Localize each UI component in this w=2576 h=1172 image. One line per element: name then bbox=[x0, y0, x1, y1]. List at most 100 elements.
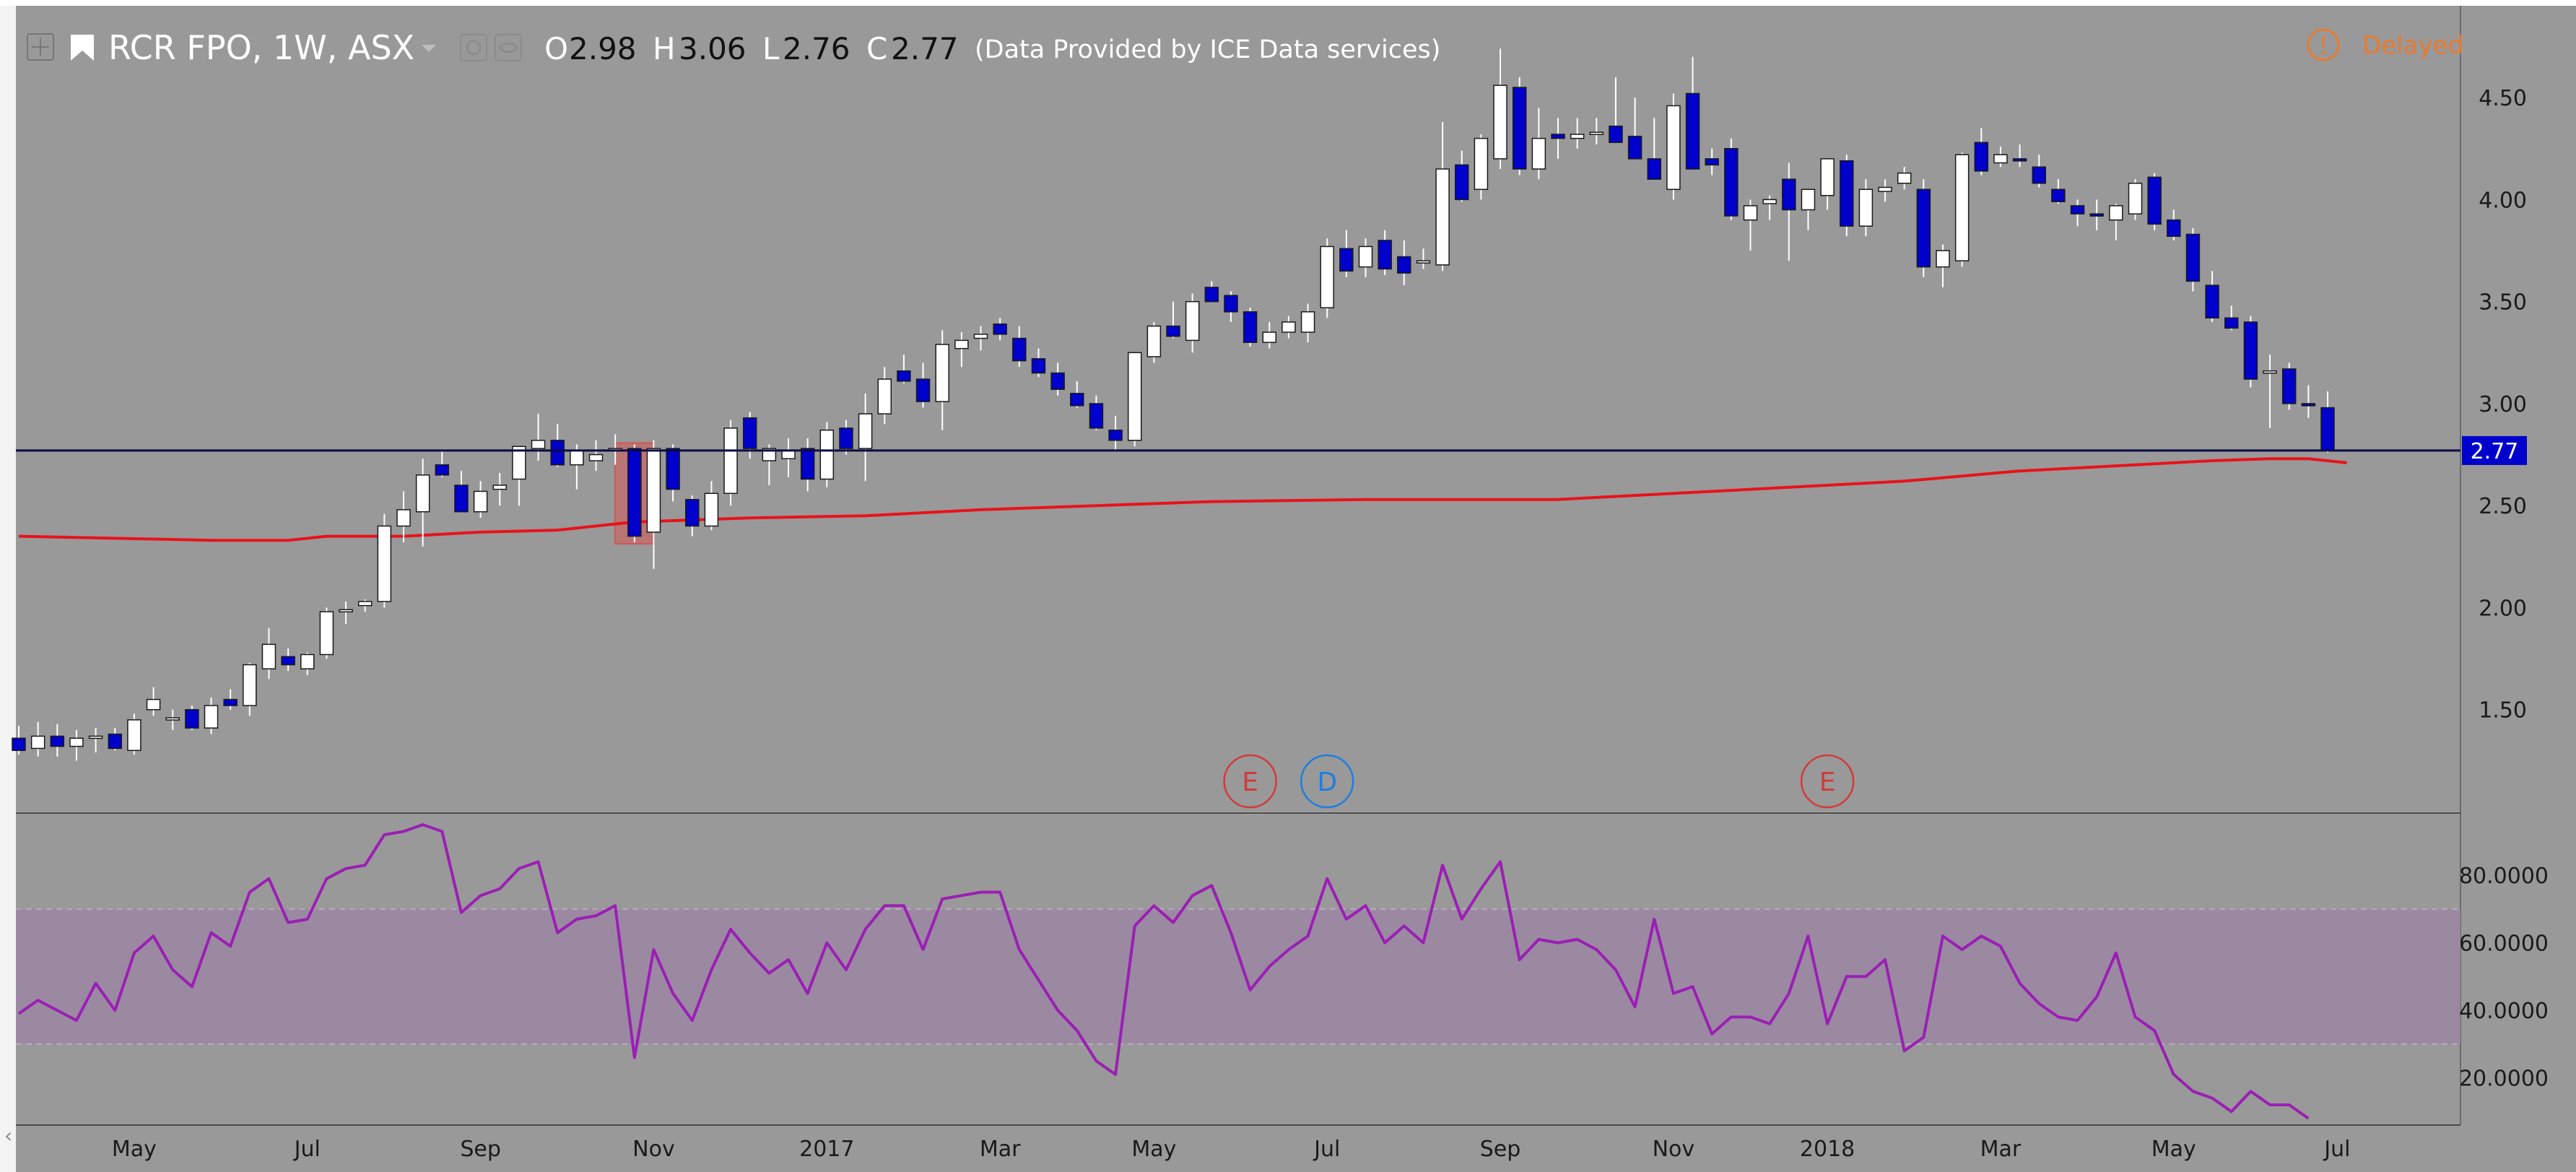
symbol-title[interactable]: RCR FPO, 1W, ASX bbox=[108, 28, 414, 67]
candle-body-down bbox=[1224, 295, 1238, 313]
candle-body-up bbox=[723, 427, 738, 495]
plus-icon[interactable] bbox=[27, 33, 54, 61]
candle-body-up bbox=[877, 378, 892, 414]
candle-body-up bbox=[2109, 205, 2123, 221]
candle-body-down bbox=[2147, 176, 2162, 225]
price-tick-label: 2.00 bbox=[2479, 596, 2527, 621]
warning-icon[interactable] bbox=[2307, 28, 2340, 61]
candle-body-up bbox=[319, 611, 334, 656]
candle-body-up bbox=[973, 334, 988, 339]
candle-body-down bbox=[435, 464, 450, 476]
price-pane-background[interactable] bbox=[16, 6, 2576, 812]
candle bbox=[1146, 321, 1162, 363]
time-axis-labels: May Jul Sep Nov 2017 Mar May Jul Sep Nov 2018 Mar Ma… bbox=[112, 1137, 2351, 1162]
eye-icon[interactable] bbox=[495, 34, 522, 61]
candle bbox=[1609, 77, 1623, 144]
candle-body-down bbox=[1724, 148, 1739, 217]
candle-body-down bbox=[2320, 407, 2335, 451]
candle-body-down bbox=[627, 448, 642, 537]
event-marker-label: E bbox=[1242, 768, 1258, 797]
candle-body-up bbox=[1493, 84, 1507, 160]
dropdown-caret-icon[interactable] bbox=[422, 45, 436, 52]
candle-body-up bbox=[2263, 370, 2277, 374]
candle-body-down bbox=[1455, 164, 1469, 201]
low-label: L bbox=[762, 31, 780, 66]
candle-body-down bbox=[897, 370, 911, 382]
candle-body-up bbox=[2128, 183, 2143, 214]
candle-body-down bbox=[1050, 372, 1065, 390]
candle-body-up bbox=[570, 450, 584, 466]
candle bbox=[877, 367, 892, 425]
dividend-marker[interactable]: D bbox=[1300, 754, 1354, 809]
candle bbox=[1570, 118, 1585, 149]
candle bbox=[1647, 118, 1661, 180]
candle bbox=[2128, 179, 2143, 220]
candle bbox=[1974, 128, 1989, 175]
candle bbox=[1282, 316, 1296, 339]
candle-body-down bbox=[2167, 219, 2181, 238]
candle bbox=[1493, 48, 1507, 170]
last-price-tag bbox=[2462, 435, 2527, 465]
candle bbox=[666, 444, 680, 502]
candle-body-up bbox=[1185, 300, 1200, 342]
candle-body-down bbox=[1551, 134, 1565, 139]
candle-body-up bbox=[1858, 188, 1874, 227]
candle bbox=[1666, 93, 1681, 200]
candle bbox=[377, 513, 392, 608]
scroll-left-icon[interactable]: ‹ bbox=[4, 1124, 12, 1147]
candle bbox=[1858, 179, 1874, 237]
candle bbox=[1050, 363, 1065, 396]
candle-body-up bbox=[954, 339, 969, 350]
candle-body-down bbox=[800, 448, 815, 480]
earnings-marker[interactable]: E bbox=[1800, 754, 1855, 809]
candle-body-up bbox=[204, 705, 219, 729]
candle-body-down bbox=[1378, 240, 1392, 270]
candle-body-up bbox=[1358, 246, 1373, 268]
time-tick-label: Nov bbox=[632, 1137, 675, 1162]
candle bbox=[1089, 395, 1104, 430]
event-marker-label: D bbox=[1317, 768, 1337, 797]
delayed-label[interactable]: Delayed bbox=[2362, 31, 2463, 60]
candle bbox=[1416, 248, 1431, 269]
flag-icon[interactable] bbox=[71, 35, 94, 61]
candle bbox=[2301, 385, 2316, 418]
earnings-marker[interactable]: E bbox=[1223, 754, 1277, 809]
candle-body-up bbox=[357, 601, 373, 607]
event-marker-label: E bbox=[1819, 768, 1836, 797]
candle-body-down bbox=[2089, 213, 2104, 217]
candle bbox=[646, 440, 661, 569]
candle bbox=[1320, 238, 1334, 318]
candle-body-up bbox=[1936, 250, 1950, 268]
candle-body-down bbox=[2051, 188, 2066, 202]
candle bbox=[1782, 162, 1796, 261]
candle bbox=[1743, 199, 1758, 251]
low-value: 2.76 bbox=[783, 31, 850, 66]
candle bbox=[2032, 155, 2046, 188]
candle bbox=[627, 444, 642, 543]
high-label: H bbox=[653, 31, 676, 66]
candle-body-down bbox=[1627, 136, 1642, 160]
candle-body-up bbox=[1878, 186, 1892, 192]
candle-body-down bbox=[2032, 166, 2046, 184]
left-edge bbox=[0, 6, 16, 1172]
header-toolbar: RCR FPO, 1W, ASX O 2.98 H 3.06 L 2.76 C … bbox=[27, 28, 2463, 67]
candle-body-up bbox=[1435, 168, 1450, 266]
time-tick-label: Nov bbox=[1653, 1137, 1695, 1162]
candle-body-up bbox=[396, 509, 411, 527]
candle-body-up bbox=[1262, 331, 1276, 343]
settings-icon[interactable] bbox=[460, 34, 487, 61]
candle bbox=[396, 491, 411, 543]
candle bbox=[954, 332, 969, 368]
candle-body-down bbox=[1974, 142, 1989, 172]
rsi-band bbox=[16, 908, 2460, 1044]
open-value: 2.98 bbox=[569, 31, 637, 66]
candle-body-down bbox=[666, 448, 680, 490]
candle bbox=[435, 450, 450, 477]
candle-body-down bbox=[1705, 158, 1719, 166]
candle bbox=[88, 728, 103, 753]
candle-body-up bbox=[1146, 325, 1162, 357]
candle-body-up bbox=[146, 698, 161, 711]
candle bbox=[261, 628, 277, 680]
candle-body-up bbox=[1300, 311, 1315, 333]
